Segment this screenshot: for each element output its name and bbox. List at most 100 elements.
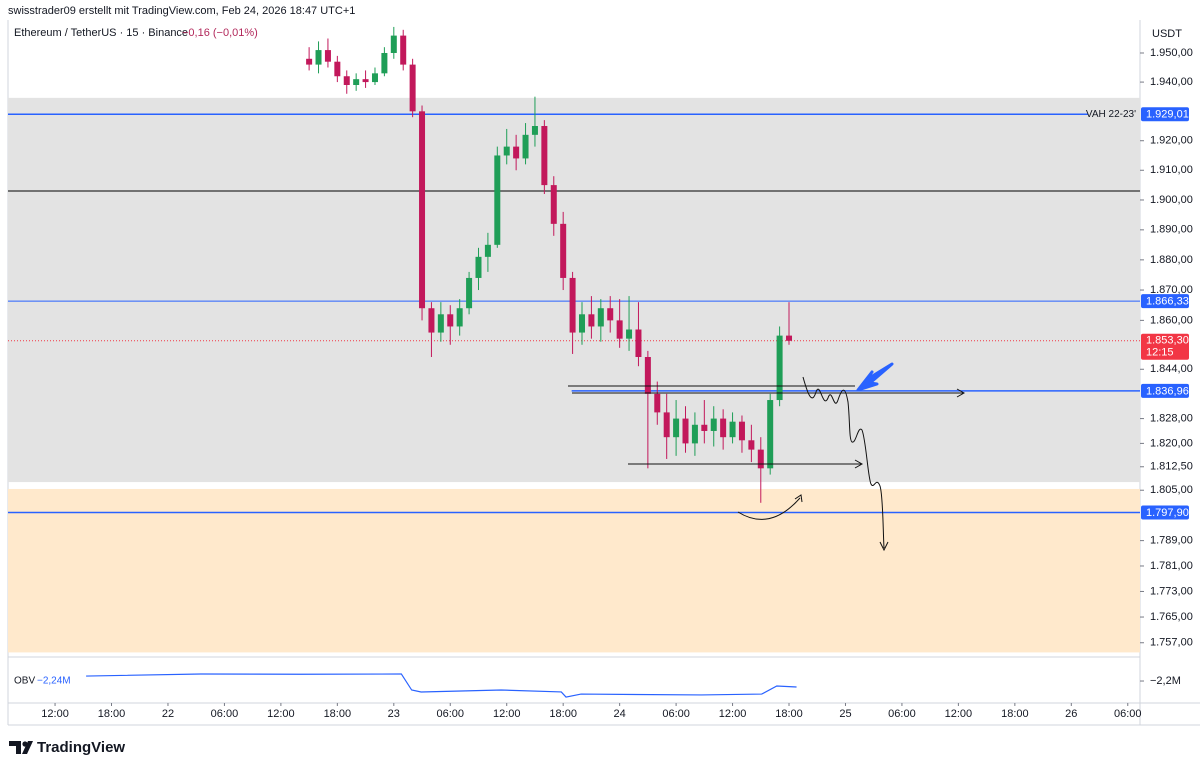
candle-body <box>748 440 755 450</box>
x-tick-label: 12:00 <box>945 708 973 720</box>
y-tick-label: 1.950,00 <box>1150 47 1193 59</box>
x-tick-label: 18:00 <box>775 708 803 720</box>
candle-body <box>710 418 717 431</box>
x-tick-label: 12:00 <box>719 708 747 720</box>
candle-body <box>729 421 736 438</box>
price-label: 1.866,33 <box>1146 296 1189 308</box>
y-tick-label: 1.860,00 <box>1150 314 1193 326</box>
drawn-curve <box>737 497 801 520</box>
candle-body <box>306 58 313 65</box>
candle-body <box>484 244 491 257</box>
blue-arrow <box>856 362 894 392</box>
y-tick-label: 1.880,00 <box>1150 254 1193 266</box>
candle-body <box>334 61 341 77</box>
x-tick-label: 18:00 <box>1001 708 1029 720</box>
candle-body <box>560 223 567 278</box>
change: −0,16 (−0,01%) <box>182 27 258 39</box>
y-tick-label: 1.773,00 <box>1150 585 1193 597</box>
candle-body <box>466 277 473 309</box>
countdown: 12:15 <box>1146 347 1174 359</box>
candle-body <box>786 335 793 341</box>
y-tick-label: 1.765,00 <box>1150 611 1193 623</box>
brand: TradingView <box>37 739 125 756</box>
x-tick-label: 06:00 <box>888 708 916 720</box>
drawn-projection <box>802 376 885 549</box>
arrow-head <box>854 459 864 469</box>
x-tick-label: 26 <box>1065 708 1077 720</box>
candle-body <box>400 35 407 65</box>
x-tick-label: 06:00 <box>211 708 239 720</box>
indicator-value: −2,24M <box>37 676 71 687</box>
candle-body <box>654 393 661 413</box>
x-tick-label: 18:00 <box>549 708 577 720</box>
candle-body <box>503 146 510 156</box>
x-tick-label: 24 <box>614 708 626 720</box>
y-tick-label: 1.812,50 <box>1150 461 1193 473</box>
price-label-box <box>1141 107 1189 122</box>
symbol: Ethereum / TetherUS · 15 · Binance <box>14 27 188 39</box>
y-tick-label: 1.820,00 <box>1150 437 1193 449</box>
candle-body <box>437 314 444 333</box>
candle-body <box>626 329 633 339</box>
x-tick-label: 18:00 <box>98 708 126 720</box>
candle-body <box>644 357 651 394</box>
candle-body <box>513 146 520 159</box>
candle-body <box>362 79 369 83</box>
candle-body <box>588 314 595 327</box>
candle-body <box>390 35 397 53</box>
y-tick-label: 1.789,00 <box>1150 535 1193 547</box>
annotations <box>568 376 966 552</box>
candle-body <box>550 185 557 224</box>
obv-line <box>86 673 797 698</box>
candle-body <box>522 134 529 159</box>
x-tick-label: 18:00 <box>324 708 352 720</box>
candle-body <box>691 424 698 444</box>
price-label: 1.797,90 <box>1146 507 1189 519</box>
y-tick-label: 1.870,00 <box>1150 284 1193 296</box>
x-tick-label: 06:00 <box>662 708 690 720</box>
x-tick-label: 12:00 <box>41 708 69 720</box>
last-price-label: 1.853,30 <box>1146 335 1189 347</box>
y-tick-label: 1.940,00 <box>1150 76 1193 88</box>
candle-body <box>569 277 576 333</box>
price-label: 1.929,01 <box>1146 109 1189 121</box>
credit: swisstrader09 erstellt mit TradingView.c… <box>8 5 355 17</box>
candle-body <box>315 50 322 65</box>
x-tick-label: 06:00 <box>436 708 464 720</box>
y-tick-label: 1.920,00 <box>1150 135 1193 147</box>
candle-body <box>757 449 764 469</box>
candle-body <box>635 329 642 358</box>
y-tick-label: 1.828,00 <box>1150 412 1193 424</box>
x-tick-label: 22 <box>162 708 174 720</box>
candle-body <box>738 421 745 441</box>
last-price-box <box>1141 333 1189 360</box>
candle-body <box>541 126 548 186</box>
level-name: VAH 22-23' <box>1086 109 1136 120</box>
candle-body <box>663 412 670 438</box>
candle-body <box>607 308 614 321</box>
price-label-box <box>1141 505 1189 520</box>
candle-body <box>673 418 680 438</box>
y-tick-label: 1.910,00 <box>1150 164 1193 176</box>
candle-body <box>578 314 585 333</box>
candle-body <box>447 314 454 327</box>
candle-body <box>494 155 501 245</box>
candle-body <box>682 418 689 444</box>
price-label-box <box>1141 294 1189 309</box>
price-label: 1.836,96 <box>1146 385 1189 397</box>
brand-logo <box>9 741 33 754</box>
y-tick-label: −2,2M <box>1150 675 1181 687</box>
y-tick-label: 1.757,00 <box>1150 637 1193 649</box>
candle-body <box>475 256 482 278</box>
arrow-head <box>879 541 889 552</box>
candle-body <box>371 73 378 83</box>
candle-body <box>597 308 604 327</box>
y-tick-label: 1.900,00 <box>1150 194 1193 206</box>
candle-body <box>776 335 783 401</box>
candle-body <box>701 424 708 431</box>
candle-body <box>616 320 623 339</box>
candle-body <box>531 126 538 135</box>
y-tick-label: 1.844,00 <box>1150 363 1193 375</box>
x-tick-label: 12:00 <box>493 708 521 720</box>
